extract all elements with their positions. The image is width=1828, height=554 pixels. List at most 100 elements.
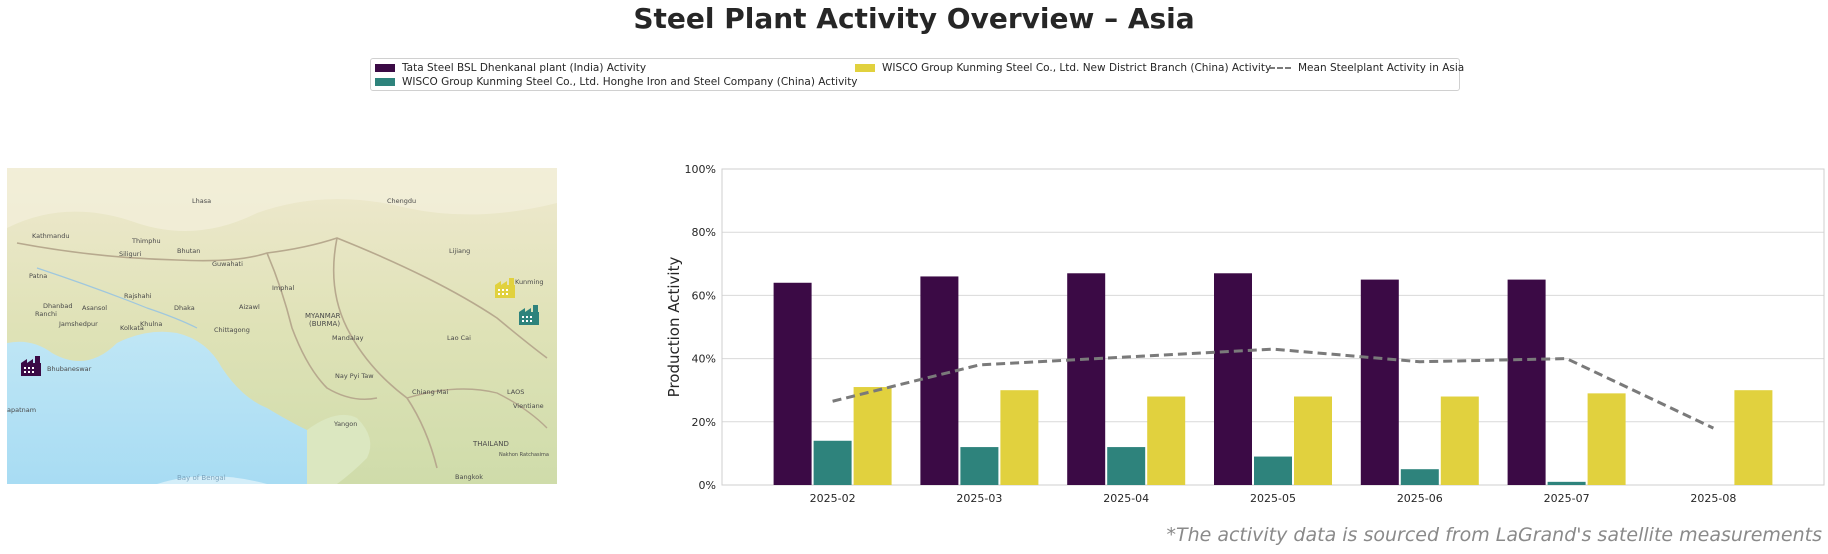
- x-tick-label-2: 2025-04: [1103, 492, 1149, 505]
- x-tick-label-5: 2025-07: [1544, 492, 1590, 505]
- legend-item-mean: Mean Steelplant Activity in Asia: [1269, 62, 1464, 74]
- legend-label-kunming-new: WISCO Group Kunming Steel Co., Ltd. New …: [882, 62, 1272, 74]
- map-river: [36, 267, 198, 329]
- bar-s0-c2: [1067, 273, 1106, 485]
- bar-s1-c0: [813, 440, 852, 485]
- x-tick-label-3: 2025-05: [1250, 492, 1296, 505]
- region-map: Lhasa Kathmandu Thimphu Bhutan Guwahati …: [7, 168, 557, 484]
- map-label-13: Aizawl: [239, 303, 260, 311]
- y-tick-label-3: 60%: [692, 289, 716, 302]
- map-label-12: Dhaka: [174, 304, 195, 312]
- map-labels: Lhasa Kathmandu Thimphu Bhutan Guwahati …: [7, 197, 549, 482]
- bar-s2-c3: [1294, 396, 1332, 485]
- bar-s0-c4: [1360, 279, 1399, 485]
- bar-s1-c5: [1547, 481, 1586, 485]
- map-label-0: Lhasa: [192, 197, 211, 205]
- map-label-28: LAOS: [507, 388, 524, 396]
- x-tick-label-0: 2025-02: [810, 492, 856, 505]
- y-tick-label-4: 80%: [692, 226, 716, 239]
- map-label-1: Kathmandu: [32, 232, 69, 240]
- map-label-34: Bay of Bengal: [177, 474, 226, 482]
- map-label-26: Nay Pyi Taw: [335, 372, 374, 380]
- bar-s2-c2: [1147, 396, 1186, 485]
- map-label-14: Imphal: [272, 284, 294, 292]
- map-label-15: Jamshedpur: [58, 320, 98, 328]
- map-label-5: Siliguri: [119, 250, 141, 258]
- footnote: *The activity data is sourced from LaGra…: [1166, 524, 1822, 546]
- map-label-21: Lijiang: [449, 247, 470, 255]
- legend-label-tata: Tata Steel BSL Dhenkanal plant (India) A…: [402, 62, 647, 74]
- y-tick-label-2: 40%: [692, 353, 716, 366]
- map-label-18: MYANMAR: [305, 312, 341, 320]
- y-tick-label-5: 100%: [685, 163, 716, 176]
- map-label-8: Asansol: [82, 304, 107, 312]
- map-border-1: [16, 237, 548, 359]
- map-label-19: (BURMA): [309, 320, 340, 328]
- map-label-31: THAILAND: [472, 440, 509, 448]
- map-border-4: [406, 388, 548, 429]
- bar-s2-c5: [1587, 393, 1626, 485]
- map-label-23: Chengdu: [387, 197, 416, 205]
- legend-item-kunming-new: WISCO Group Kunming Steel Co., Ltd. New …: [855, 62, 1271, 74]
- x-tick-label-1: 2025-03: [956, 492, 1002, 505]
- bar-s2-c4: [1440, 396, 1479, 485]
- legend-swatch-honghe: [375, 78, 395, 86]
- factory-icon-honghe: [519, 305, 539, 325]
- map-coast: [307, 414, 371, 484]
- bar-s1-c3: [1254, 456, 1292, 485]
- y-tick-label-1: 20%: [692, 416, 716, 429]
- bar-chart: Production Activity 0% 20% 40% 60% 80% 100% 202…: [665, 163, 1825, 505]
- map-sea: [7, 331, 307, 484]
- bar-s1-c4: [1400, 469, 1439, 485]
- factory-icon-tata: [21, 356, 41, 376]
- map-label-10: Ranchi: [35, 310, 57, 318]
- bar-s2-c6: [1734, 390, 1773, 485]
- page-title: Steel Plant Activity Overview – Asia: [633, 2, 1195, 35]
- mean-activity-line: [832, 347, 1715, 430]
- map-label-17: Chittagong: [214, 326, 250, 334]
- map-label-22: Kunming: [515, 278, 544, 286]
- legend-swatch-tata: [375, 64, 395, 72]
- x-tick-label-6: 2025-08: [1690, 492, 1736, 505]
- chart-legend: Tata Steel BSL Dhenkanal plant (India) A…: [370, 58, 1464, 91]
- map-border-2: [266, 252, 378, 401]
- map-label-9: Rajshahi: [124, 292, 152, 300]
- map-label-29: Vientiane: [513, 402, 544, 410]
- legend-swatch-mean: [1269, 67, 1291, 69]
- map-label-20: Mandalay: [332, 334, 364, 342]
- bar-s2-c0: [853, 387, 892, 485]
- legend-swatch-kunming-new: [855, 64, 875, 72]
- map-label-33: Bangkok: [455, 473, 483, 481]
- y-tick-label-0: 0%: [699, 479, 716, 492]
- map-label-25: Bhubaneswar: [47, 365, 92, 373]
- legend-item-honghe: WISCO Group Kunming Steel Co., Ltd. Hong…: [375, 76, 858, 88]
- map-label-11: Khulna: [140, 320, 162, 328]
- bar-s0-c1: [920, 276, 959, 485]
- bar-s0-c3: [1214, 273, 1252, 485]
- map-label-7: Dhanbad: [43, 302, 72, 310]
- map-label-24: Lao Cai: [447, 334, 471, 342]
- map-label-6: Patna: [29, 272, 47, 280]
- bar-s1-c2: [1107, 447, 1146, 485]
- map-label-32: Nakhon Ratchasima: [499, 452, 549, 458]
- map-label-27: Chiang Mai: [412, 388, 448, 396]
- map-plateau: [7, 168, 557, 231]
- bar-s2-c1: [1000, 390, 1039, 485]
- bar-s0-c5: [1507, 279, 1546, 485]
- x-tick-label-4: 2025-06: [1397, 492, 1443, 505]
- map-shelf: [157, 476, 267, 484]
- map-label-35: apatnam: [7, 406, 36, 414]
- map-label-4: Guwahati: [212, 260, 243, 268]
- map-label-2: Thimphu: [131, 237, 161, 245]
- map-canvas: Lhasa Kathmandu Thimphu Bhutan Guwahati …: [7, 168, 557, 484]
- map-border-3: [332, 237, 438, 469]
- map-label-30: Yangon: [333, 420, 357, 428]
- legend-item-tata: Tata Steel BSL Dhenkanal plant (India) A…: [375, 62, 646, 74]
- bar-s0-c0: [773, 282, 812, 485]
- bar-s1-c1: [960, 447, 999, 485]
- legend-label-mean: Mean Steelplant Activity in Asia: [1298, 62, 1465, 74]
- y-axis-label: Production Activity: [665, 257, 683, 398]
- activity-chart: Production Activity 0% 20% 40% 60% 80% 100% 202…: [640, 160, 1828, 509]
- map-label-16: Kolkata: [120, 324, 144, 332]
- factory-icon-kunming-new: [495, 278, 515, 298]
